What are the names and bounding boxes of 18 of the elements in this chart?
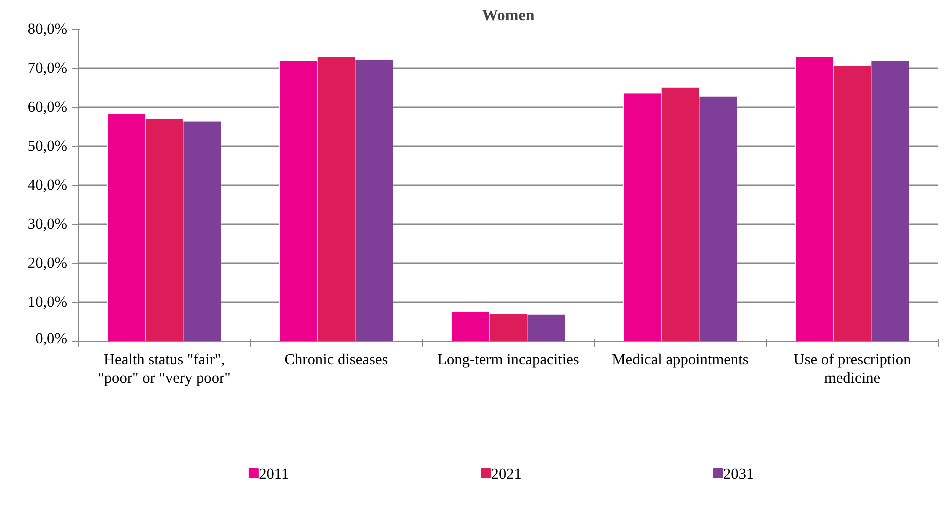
- y-tick-label: 60,0%: [28, 99, 68, 116]
- legend-label: 2011: [259, 466, 290, 483]
- x-tick-label: Chronic diseases: [284, 352, 388, 368]
- y-tick-label: 10,0%: [28, 294, 68, 311]
- y-tick-label: 50,0%: [28, 138, 68, 155]
- legend-label: 2021: [491, 466, 522, 483]
- x-tick-label: Medical appointments: [612, 352, 749, 368]
- y-tick-label: 20,0%: [28, 255, 68, 272]
- y-tick-label: 40,0%: [28, 177, 68, 194]
- y-tick-label: 0,0%: [36, 330, 68, 348]
- x-tick-label: Long-term incapacities: [438, 352, 580, 368]
- y-tick-label: 30,0%: [28, 216, 68, 233]
- y-tick-label: 70,0%: [28, 60, 68, 77]
- x-tick-label: Health status "fair", "poor" or "very poor": [98, 352, 231, 388]
- x-tick-label: Use of prescription medicine: [794, 352, 912, 388]
- y-tick-label: 80,0%: [28, 21, 68, 38]
- legend-label: 2031: [724, 466, 754, 483]
- chart-title: Women: [482, 8, 535, 24]
